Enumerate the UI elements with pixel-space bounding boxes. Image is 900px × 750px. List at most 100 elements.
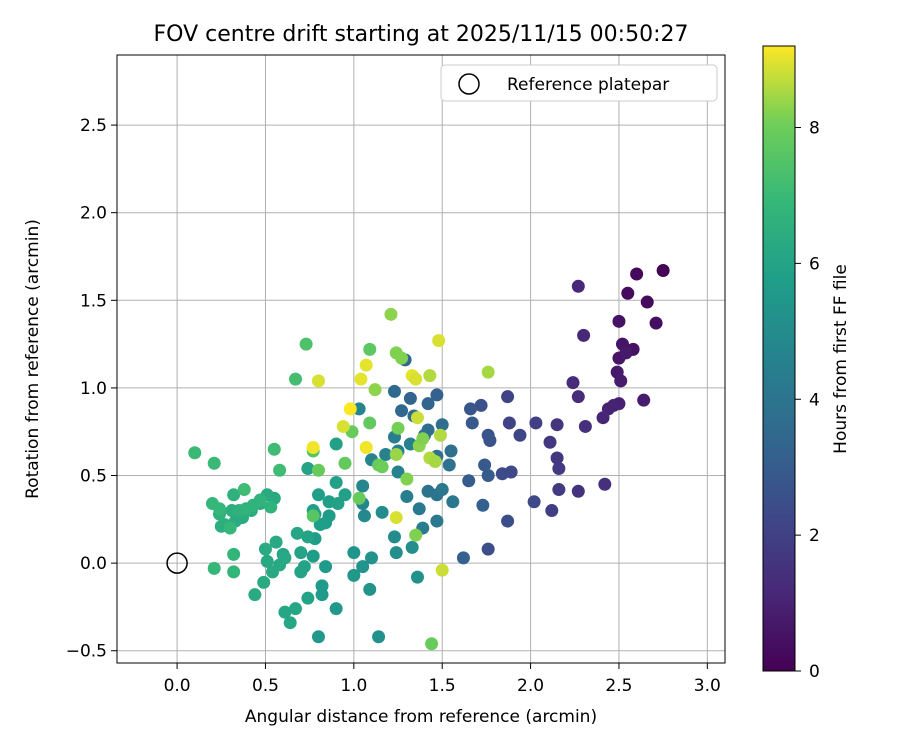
y-axis-ticks: −0.5 0.0 0.5 1.0 1.5 2.0 2.5 xyxy=(66,116,117,662)
colorbar-ticks: 0 2 4 6 8 xyxy=(795,119,820,682)
data-point xyxy=(315,579,329,593)
colorbar-gradient xyxy=(762,45,796,672)
data-point xyxy=(412,502,426,516)
data-point xyxy=(306,549,320,563)
data-point xyxy=(527,495,541,509)
data-point xyxy=(301,530,315,544)
data-point xyxy=(352,491,366,505)
data-point xyxy=(354,372,368,386)
data-point xyxy=(465,416,479,430)
data-point xyxy=(462,474,476,488)
data-point xyxy=(207,456,221,470)
data-point xyxy=(425,637,439,651)
data-point xyxy=(329,476,343,490)
x-axis-label: Angular distance from reference (arcmin) xyxy=(245,707,597,727)
reference-platepar-marker xyxy=(166,552,188,574)
colorbar-tick-label: 0 xyxy=(809,662,820,682)
x-tick-label: 1.0 xyxy=(340,676,367,696)
data-point xyxy=(474,398,488,412)
y-tick-label: 2.0 xyxy=(80,204,107,224)
data-point xyxy=(283,616,297,630)
data-point xyxy=(656,264,670,278)
data-point xyxy=(550,418,564,432)
data-point xyxy=(289,602,303,616)
data-point xyxy=(253,493,267,507)
data-point xyxy=(347,568,361,582)
legend-marker xyxy=(458,73,480,95)
data-point xyxy=(363,582,377,596)
data-point xyxy=(495,467,509,481)
colorbar-tick-label: 4 xyxy=(809,390,820,410)
data-point xyxy=(311,488,325,502)
data-point xyxy=(387,530,401,544)
y-tick-label: 0.0 xyxy=(80,554,107,574)
y-tick-label: 1.5 xyxy=(80,291,107,311)
data-point xyxy=(649,316,663,330)
reference-marker-circle xyxy=(166,552,188,574)
data-point xyxy=(223,521,237,535)
data-point xyxy=(577,328,591,342)
data-point xyxy=(502,416,516,430)
data-point xyxy=(188,446,202,460)
data-point xyxy=(430,388,444,402)
x-axis-ticks: 0.0 0.5 1.0 1.5 2.0 2.5 3.0 xyxy=(164,663,721,696)
legend: Reference platepar xyxy=(440,64,718,102)
data-point xyxy=(435,563,449,577)
data-point xyxy=(552,462,566,476)
data-point xyxy=(336,419,350,433)
data-point xyxy=(612,314,626,328)
data-point xyxy=(357,509,371,523)
data-point xyxy=(410,570,424,584)
data-point xyxy=(409,528,423,542)
data-point xyxy=(356,560,370,574)
data-point xyxy=(421,397,435,411)
data-point xyxy=(410,411,424,425)
x-tick-label: 0.0 xyxy=(164,676,191,696)
data-point xyxy=(481,365,495,379)
colorbar-tick-label: 6 xyxy=(809,254,820,274)
data-point xyxy=(331,497,345,511)
chart-title: FOV centre drift starting at 2025/11/15 … xyxy=(154,22,689,47)
data-point xyxy=(269,535,283,549)
data-point xyxy=(375,505,389,519)
data-point xyxy=(322,509,336,523)
data-point xyxy=(359,440,373,454)
data-point xyxy=(338,456,352,470)
data-point xyxy=(640,295,654,309)
data-point xyxy=(260,554,274,568)
data-point xyxy=(395,404,409,418)
data-point xyxy=(311,374,325,388)
data-point xyxy=(501,514,515,528)
data-point xyxy=(578,419,592,433)
data-point xyxy=(513,428,527,442)
colorbar-label: Hours from first FF file xyxy=(831,264,851,454)
data-point xyxy=(227,565,241,579)
data-point xyxy=(566,376,580,390)
data-point xyxy=(432,334,446,348)
y-tick-label: 2.5 xyxy=(80,116,107,136)
data-point xyxy=(372,630,386,644)
x-tick-label: 0.5 xyxy=(252,676,279,696)
data-point xyxy=(529,416,543,430)
data-point xyxy=(481,542,495,556)
data-point xyxy=(403,391,417,405)
data-point xyxy=(301,591,315,605)
data-point xyxy=(446,495,460,509)
data-point xyxy=(313,518,327,532)
data-point xyxy=(571,279,585,293)
y-tick-label: 1.0 xyxy=(80,379,107,399)
y-axis-label: Rotation from reference (arcmin) xyxy=(23,219,43,499)
legend-label: Reference platepar xyxy=(507,75,669,95)
data-point xyxy=(389,447,403,461)
data-point xyxy=(368,383,382,397)
data-point xyxy=(389,546,403,560)
data-point xyxy=(359,358,373,372)
data-point xyxy=(347,546,361,560)
data-point xyxy=(637,393,651,407)
data-point xyxy=(227,488,241,502)
data-point xyxy=(266,565,280,579)
data-point xyxy=(598,477,612,491)
data-point xyxy=(207,561,221,575)
data-point xyxy=(356,479,370,493)
colorbar-tick-label: 2 xyxy=(809,526,820,546)
